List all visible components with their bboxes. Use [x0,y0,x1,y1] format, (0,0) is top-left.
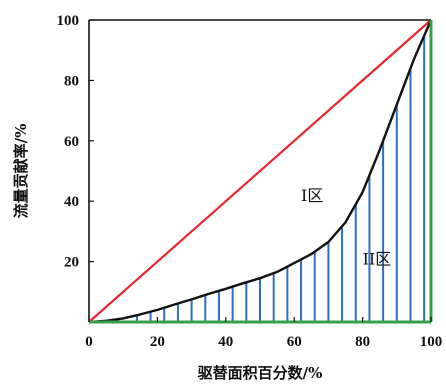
lorenz-curve [88,19,433,324]
x-tick-label-0: 0 [85,334,93,350]
x-tick-label-3: 60 [287,334,302,350]
x-tick-label-1: 20 [150,334,165,350]
y-tick-label-2: 60 [64,134,79,150]
hatch-lines [135,35,426,322]
tick-labels: 0 20 40 60 80 100 20 40 60 80 100 [57,13,443,350]
y-tick-label-3: 80 [64,73,79,89]
plot-frame [88,19,433,324]
y-tick-label-1: 40 [64,194,79,210]
x-tick-label-5: 100 [420,334,443,350]
x-tick-label-4: 80 [355,334,370,350]
y-axis-title: 流量贡献率/% [12,124,30,219]
equality-line [88,19,432,323]
zone-2-label: II区 [363,250,392,269]
series-layer [88,19,433,324]
x-axis-title: 驱替面积百分数/% [198,364,323,382]
y-tick-label-0: 20 [64,255,79,271]
x-tick-label-2: 40 [218,334,233,350]
y-tick-label-4: 100 [57,13,80,29]
zone-1-label: I区 [301,186,323,205]
